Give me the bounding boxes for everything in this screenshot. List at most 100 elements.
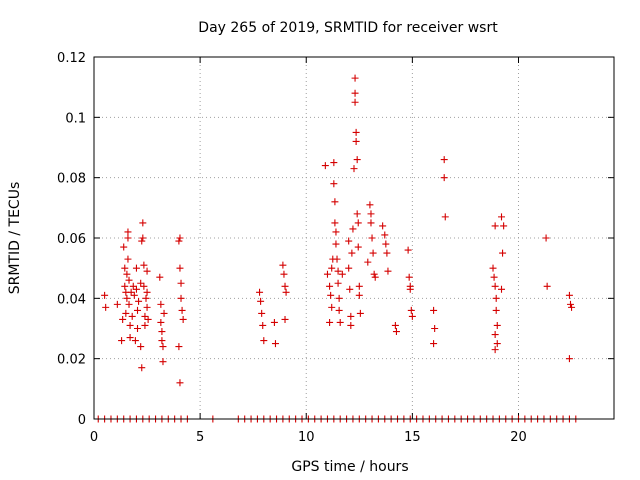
data-point	[125, 300, 133, 308]
data-point	[125, 276, 133, 284]
data-point	[347, 321, 355, 329]
data-point	[258, 309, 266, 317]
data-point	[282, 288, 290, 296]
data-point	[334, 279, 342, 287]
data-point	[382, 240, 390, 248]
data-point	[126, 321, 134, 329]
data-point	[379, 222, 387, 230]
data-point	[565, 291, 573, 299]
data-point	[491, 331, 499, 339]
data-point	[177, 279, 185, 287]
data-point	[383, 249, 391, 257]
data-point	[408, 312, 416, 320]
data-point	[137, 343, 145, 351]
data-point	[346, 285, 354, 293]
data-point	[123, 294, 131, 302]
grid	[94, 57, 614, 419]
data-point	[491, 346, 499, 354]
data-point	[157, 318, 165, 326]
data-point	[491, 222, 499, 230]
data-point	[543, 282, 551, 290]
data-point	[384, 267, 392, 275]
data-point	[498, 213, 506, 221]
data-point	[332, 228, 340, 236]
data-point	[119, 315, 127, 323]
data-point	[493, 321, 501, 329]
data-point	[369, 249, 377, 257]
data-point	[349, 225, 357, 233]
y-axis-label: SRMTID / TECUs	[7, 182, 23, 295]
data-point	[498, 285, 506, 293]
data-point	[347, 312, 355, 320]
x-tick-label: 0	[90, 430, 98, 445]
data-point	[179, 315, 187, 323]
data-point	[350, 165, 358, 173]
data-point	[113, 300, 121, 308]
data-point	[121, 264, 129, 272]
data-point	[281, 282, 289, 290]
data-point	[352, 137, 360, 145]
data-point	[392, 328, 400, 336]
data-point	[367, 219, 375, 227]
data-point	[160, 309, 168, 317]
data-point	[352, 128, 360, 136]
y-tick-label: 0.1	[65, 111, 86, 126]
data-point	[260, 337, 268, 345]
data-point	[281, 315, 289, 323]
data-point	[326, 318, 334, 326]
data-point	[123, 270, 131, 278]
y-tick-label: 0.04	[57, 292, 86, 307]
data-point	[131, 337, 139, 345]
data-point	[134, 325, 142, 332]
data-point	[141, 321, 149, 329]
data-point	[126, 334, 134, 342]
data-point	[159, 358, 167, 366]
data-point	[280, 270, 288, 278]
data-point	[175, 343, 183, 351]
data-point	[430, 340, 438, 348]
data-point	[127, 288, 135, 296]
data-point	[491, 282, 499, 290]
data-point	[140, 282, 148, 290]
data-point	[370, 270, 378, 278]
data-point	[364, 258, 372, 266]
data-point	[381, 231, 389, 239]
data-point	[492, 306, 500, 314]
chart-title: Day 265 of 2019, SRMTID for receiver wsr…	[198, 20, 498, 36]
data-point	[120, 243, 128, 251]
data-point	[144, 315, 152, 323]
data-point	[176, 379, 184, 387]
data-point	[331, 219, 339, 227]
data-point	[566, 300, 574, 308]
data-point	[124, 228, 132, 236]
data-point	[256, 288, 264, 296]
data-point	[176, 264, 184, 272]
data-point	[129, 282, 137, 290]
data-point	[328, 264, 336, 272]
data-point	[137, 279, 145, 287]
y-tick-label: 0.12	[57, 51, 86, 66]
data-point	[336, 318, 344, 326]
data-point	[356, 309, 364, 317]
data-point	[367, 210, 375, 218]
data-point	[500, 222, 508, 230]
data-points	[94, 74, 580, 423]
data-point	[391, 321, 399, 329]
data-point	[354, 219, 362, 227]
x-tick-label: 5	[196, 430, 204, 445]
data-point	[141, 312, 149, 320]
data-point	[118, 337, 126, 345]
data-point	[331, 198, 339, 206]
data-point	[333, 255, 341, 263]
data-point	[143, 267, 151, 275]
data-point	[405, 273, 413, 281]
data-point	[124, 255, 132, 263]
data-point	[335, 294, 343, 302]
data-point	[353, 210, 361, 218]
data-point	[338, 270, 346, 278]
data-point	[406, 285, 414, 293]
data-point	[142, 294, 150, 302]
plot-frame	[93, 56, 615, 420]
y-tick-label: 0.06	[57, 232, 86, 247]
